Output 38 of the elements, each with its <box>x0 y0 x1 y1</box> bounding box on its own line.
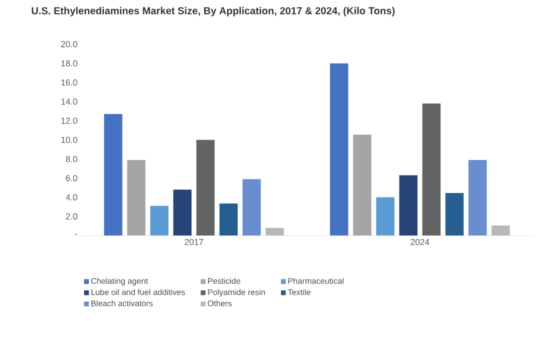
bar <box>242 179 261 236</box>
bar <box>399 176 418 236</box>
bar <box>266 228 284 236</box>
bar <box>376 198 394 236</box>
x-tick-label: 2024 <box>410 239 430 246</box>
bar <box>173 190 192 236</box>
y-tick-label: 2.0 <box>66 214 78 220</box>
bar <box>445 193 464 236</box>
y-tick-label: 18.0 <box>61 60 78 67</box>
y-tick-label: 16.0 <box>61 80 78 86</box>
legend-label: Textile <box>288 289 310 296</box>
y-tick-label: 10.0 <box>61 137 78 144</box>
legend-label: Others <box>208 300 232 307</box>
bar <box>196 140 215 236</box>
bar <box>330 64 348 236</box>
y-tick-label: 4.0 <box>66 194 78 201</box>
y-tick-label: - <box>75 234 78 236</box>
y-tick-label: 20.0 <box>61 41 78 48</box>
y-tick-label: 8.0 <box>66 156 78 162</box>
x-tick-label: 2017 <box>184 239 204 246</box>
legend-label: Polyamide resin <box>208 289 266 297</box>
bar <box>150 206 168 236</box>
y-tick-label: 12.0 <box>61 118 78 124</box>
bar <box>492 226 510 236</box>
bar <box>353 134 372 236</box>
y-tick-label: 6.0 <box>66 175 78 182</box>
y-tick-label: 14.0 <box>61 98 78 105</box>
bar <box>219 204 238 236</box>
bar <box>127 160 146 236</box>
legend-label: Pharmaceutical <box>288 278 344 284</box>
legend-label: Bleach activators <box>91 300 153 307</box>
legend-label: Pesticide <box>208 278 240 284</box>
legend-label: Lube oil and fuel additives <box>91 289 185 296</box>
bar <box>104 114 122 236</box>
bar <box>468 160 487 236</box>
bar <box>422 104 441 236</box>
chart-title: U.S. Ethylenediamines Market Size, By Application, 2017 & 2024, (Kilo Tons) <box>32 7 395 17</box>
legend-label: Chelating agent <box>91 278 148 286</box>
